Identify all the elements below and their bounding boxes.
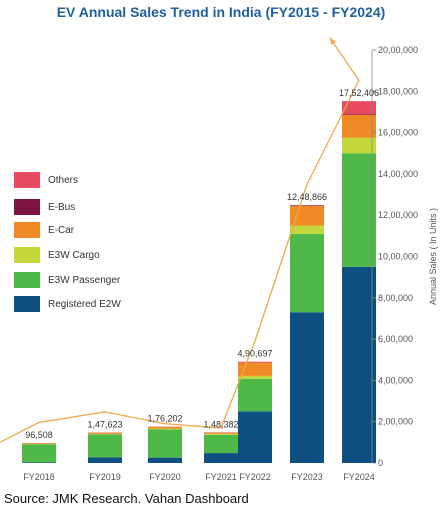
- legend-item-registered-e2w: Registered E2W: [14, 296, 121, 312]
- legend-swatch: [14, 247, 40, 263]
- legend-swatch: [14, 296, 40, 312]
- y-tick-label: 18,00,000: [378, 86, 418, 96]
- bar-e-bus-fy2024: [342, 114, 376, 116]
- y-tick-label: 0: [378, 458, 383, 468]
- legend-label: Others: [48, 174, 79, 186]
- source-note: Source: JMK Research. Vahan Dashboard: [4, 491, 249, 506]
- bar-e-car-fy2022: [238, 362, 272, 376]
- y-tick-label: 4,00,000: [378, 375, 413, 385]
- legend-item-others: Others: [14, 172, 78, 188]
- legend-label: Registered E2W: [48, 298, 121, 310]
- x-tick-fy2023: FY2023: [291, 472, 323, 482]
- bar-e3w-passenger-fy2020: [148, 429, 182, 458]
- y-tick-label: 16,00,000: [378, 128, 418, 138]
- x-tick-fy2022: FY2022: [239, 472, 271, 482]
- legend-label: E-Bus: [48, 201, 76, 213]
- legend-item-e-car: E-Car: [14, 222, 74, 238]
- x-tick-fy2019: FY2019: [89, 472, 121, 482]
- total-label-fy2023: 12,48,866: [287, 192, 327, 202]
- legend-item-e3w-cargo: E3W Cargo: [14, 247, 100, 263]
- y-tick-label: 2,00,000: [378, 417, 413, 427]
- total-label-fy2021: 1,48,382: [203, 419, 238, 429]
- total-label-fy2022: 4,90,697: [237, 349, 272, 359]
- bar-e3w-passenger-fy2024: [342, 153, 376, 267]
- legend-label: E3W Cargo: [48, 249, 100, 261]
- chart-title: EV Annual Sales Trend in India (FY2015 -…: [56, 4, 386, 20]
- bar-e-car-fy2019: [88, 432, 122, 434]
- total-label-fy2019: 1,47,623: [87, 420, 122, 430]
- legend-swatch: [14, 199, 40, 215]
- bar-e3w-passenger-fy2023: [290, 233, 324, 313]
- y-tick-label: 12,00,000: [378, 210, 418, 220]
- total-label-fy2018: 96,508: [25, 430, 53, 440]
- legend-item-e-bus: E-Bus: [14, 199, 75, 215]
- total-label-fy2020: 1,76,202: [147, 414, 182, 424]
- bar-e3w-cargo-fy2021: [204, 433, 238, 435]
- y-tick-label: 20,00,000: [378, 45, 418, 55]
- bar-registered-e2w-fy2021: [204, 453, 238, 463]
- bars-layer: [22, 101, 376, 463]
- x-tick-fy2020: FY2020: [149, 472, 181, 482]
- bar-e3w-passenger-fy2021: [204, 434, 238, 454]
- bar-registered-e2w-fy2023: [290, 312, 324, 463]
- bar-e3w-cargo-fy2023: [290, 225, 324, 234]
- x-tick-fy2024: FY2024: [343, 472, 375, 482]
- y-tick-label: 6,00,000: [378, 334, 413, 344]
- bar-registered-e2w-fy2020: [148, 457, 182, 463]
- trend-layer: [0, 37, 360, 443]
- y-tick-label: 8,00,000: [378, 293, 413, 303]
- bar-registered-e2w-fy2019: [88, 457, 122, 463]
- x-tick-fy2018: FY2018: [23, 472, 55, 482]
- bar-e3w-cargo-fy2022: [238, 375, 272, 379]
- bar-registered-e2w-fy2024: [342, 266, 376, 463]
- bar-e-car-fy2021: [204, 432, 238, 434]
- legend-swatch: [14, 272, 40, 288]
- bar-e3w-cargo-fy2020: [148, 428, 182, 430]
- y-tick-label: 10,00,000: [378, 252, 418, 262]
- y-tick-label: 14,00,000: [378, 169, 418, 179]
- bar-e3w-passenger-fy2018: [22, 444, 56, 463]
- y-axis: 0 2,00,000 4,00,000 6,00,000 8,00,000 10,00,0…: [371, 45, 438, 468]
- legend-item-e3w-passenger: E3W Passenger: [14, 272, 120, 288]
- legend-label: E-Car: [48, 224, 75, 236]
- legend-label: E3W Passenger: [48, 274, 121, 286]
- y-axis-label: Annual Sales ( In Units ): [428, 208, 438, 305]
- bar-e3w-passenger-fy2019: [88, 434, 122, 458]
- total-label-fy2024: 17,52,406: [339, 88, 379, 98]
- bar-e3w-passenger-fy2022: [238, 378, 272, 412]
- bar-e3w-cargo-fy2024: [342, 137, 376, 154]
- labels-layer: 96,508 FY2018 1,47,623 FY2019 1,76,202 FY2020…: [23, 88, 379, 482]
- x-tick-fy2021: FY2021: [205, 472, 237, 482]
- bar-registered-e2w-fy2022: [238, 411, 272, 463]
- bar-e-car-fy2024: [342, 115, 376, 138]
- trend-line: [0, 37, 360, 443]
- bar-registered-e2w-fy2018: [22, 462, 56, 463]
- bar-e-car-fy2020: [148, 426, 182, 429]
- bar-e-car-fy2018: [22, 443, 56, 445]
- bar-others-fy2024: [342, 101, 376, 115]
- bar-e-car-fy2023: [290, 205, 324, 226]
- legend-swatch: [14, 222, 40, 238]
- legend-swatch: [14, 172, 40, 188]
- trend-arrowhead: [330, 38, 337, 45]
- bar-others-fy2022: [238, 361, 272, 363]
